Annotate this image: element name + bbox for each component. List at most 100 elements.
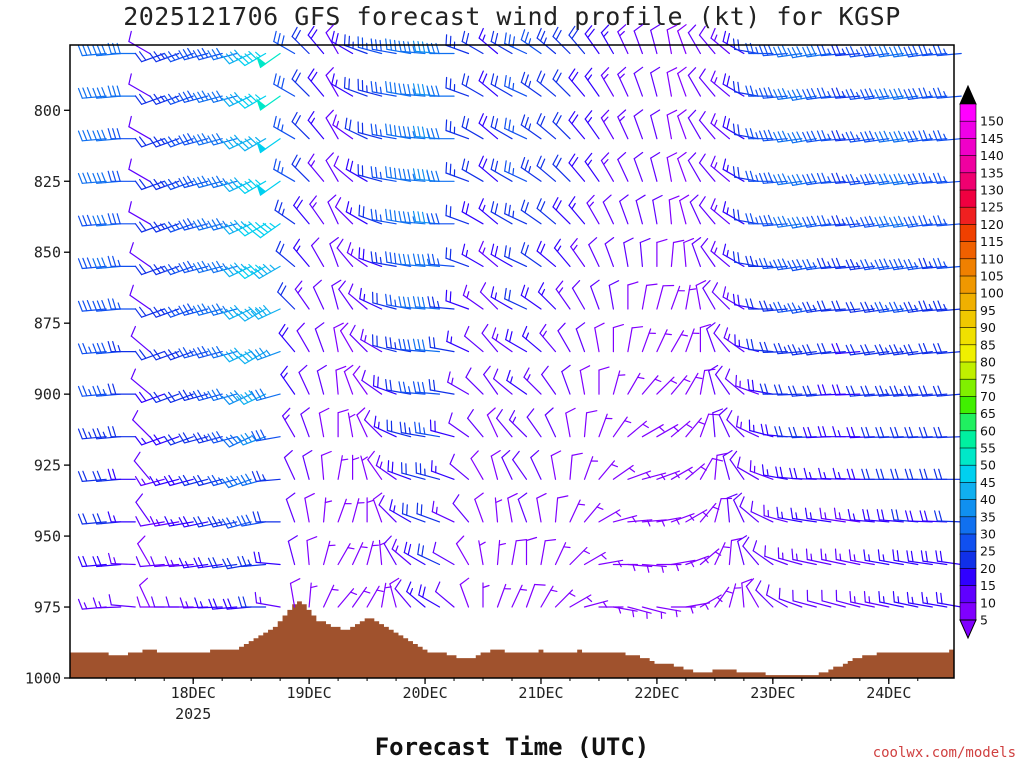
wind-barb [932, 343, 962, 355]
wind-barb [877, 549, 904, 566]
wind-barb [504, 202, 528, 225]
wind-barb [385, 379, 412, 395]
y-tick-label: 900 [34, 386, 61, 404]
wind-barb [520, 71, 542, 97]
wind-barb [765, 584, 788, 608]
wind-barb [128, 30, 151, 55]
wind-barb [633, 24, 644, 55]
wind-barb [670, 285, 686, 310]
wind-barb [325, 152, 339, 182]
wind-barb [517, 492, 528, 523]
wind-barb [874, 385, 904, 397]
y-tick-label: 800 [34, 102, 61, 120]
wind-barb [677, 109, 687, 140]
wind-barb [482, 582, 490, 608]
wind-barb [708, 364, 719, 395]
wind-barb [467, 409, 484, 438]
wind-barb [349, 324, 368, 353]
wind-barb [789, 467, 817, 480]
wind-barb [540, 585, 558, 608]
colorbar-label: 135 [980, 165, 1004, 180]
wind-barb [919, 510, 948, 523]
x-tick-label: 18DEC [171, 684, 216, 702]
wind-barb [149, 476, 180, 487]
wind-barb [307, 25, 325, 55]
wind-barb [656, 517, 682, 525]
wind-barb [570, 238, 586, 267]
wind-barb [920, 550, 948, 566]
wind-barb [699, 548, 722, 566]
colorbar-label: 45 [980, 475, 996, 490]
wind-barb [635, 194, 646, 225]
wind-barb [416, 502, 441, 523]
wind-barb [874, 173, 904, 186]
wind-barb [714, 542, 731, 566]
wind-barb [713, 323, 731, 353]
wind-barb [787, 131, 817, 144]
colorbar-swatch [959, 378, 977, 398]
wind-barb [904, 468, 933, 480]
wind-barb [107, 426, 136, 438]
wind-barb [670, 513, 695, 523]
wind-barb [845, 131, 875, 143]
wind-barb [107, 511, 136, 523]
wind-barb [335, 197, 354, 225]
wind-barb [360, 328, 383, 353]
wind-barb [685, 463, 707, 480]
wind-barb [845, 301, 875, 313]
wind-barb [325, 109, 339, 140]
wind-barb [710, 240, 731, 267]
wind-barb [372, 334, 397, 353]
wind-barb [316, 364, 327, 395]
wind-barb [539, 323, 557, 353]
wind-barb [736, 456, 760, 480]
wind-barb [745, 170, 774, 182]
wind-barb [687, 67, 702, 97]
wind-barb [831, 87, 861, 99]
wind-barb [773, 301, 803, 313]
wind-barb [357, 78, 383, 97]
wind-barb [890, 468, 919, 480]
colorbar-swatch [959, 172, 977, 191]
x-tick-label: 24DEC [866, 684, 911, 702]
wind-barb [163, 349, 194, 361]
wind-barb [256, 95, 281, 111]
wind-barb [343, 76, 368, 97]
wind-barb [906, 550, 933, 566]
wind-barb [598, 460, 619, 480]
wind-barb [336, 238, 354, 267]
wind-barb [192, 346, 223, 359]
wind-barb [758, 87, 788, 99]
wind-barb [845, 46, 875, 58]
wind-barb [192, 389, 223, 401]
wind-barb [722, 243, 745, 267]
wind-barb [221, 475, 252, 489]
wind-barb [860, 426, 890, 439]
wind-barb [670, 420, 693, 438]
colorbar-swatch [959, 327, 977, 346]
wind-barb [575, 322, 586, 353]
chart-title: 2025121706 GFS forecast wind profile (kt… [123, 2, 901, 31]
wind-barb [874, 344, 904, 356]
wind-barb [726, 410, 745, 438]
wind-barb [221, 49, 252, 65]
credit-text: coolwx.com/models [872, 745, 1016, 761]
colorbar-label: 75 [980, 372, 996, 387]
wind-barb [208, 598, 238, 610]
wind-barb [722, 30, 745, 55]
wind-barb [833, 507, 861, 523]
wind-barb [817, 384, 846, 396]
wind-barb [525, 536, 538, 566]
wind-barb [550, 450, 562, 480]
wind-barb [77, 343, 107, 355]
wind-barb [470, 450, 484, 480]
wind-barb [461, 73, 484, 97]
wind-barb [178, 557, 209, 569]
wind-barb [478, 198, 499, 225]
wind-barb [255, 180, 281, 196]
wind-barb [348, 283, 368, 310]
wind-barb [461, 158, 484, 182]
wind-barb [278, 323, 296, 353]
wind-barb [134, 476, 165, 487]
colorbar-swatch [959, 120, 977, 139]
